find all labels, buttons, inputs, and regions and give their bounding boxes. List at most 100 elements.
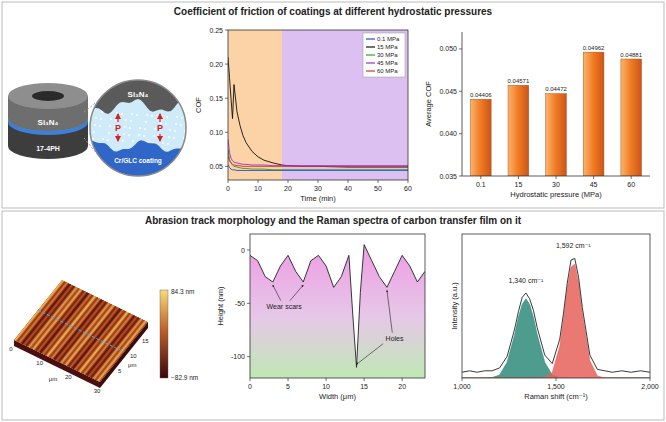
section-title: Coefficient of friction of coatings at d… <box>174 6 493 17</box>
x-tick <box>288 378 289 381</box>
peak-label: 1,592 cm⁻¹ <box>556 242 591 249</box>
lubricant-dot <box>136 114 138 116</box>
lubricant-dot <box>175 123 177 125</box>
ring-label: Si₃N₄ <box>38 118 59 127</box>
surface-base <box>14 280 148 382</box>
y-tick-label: -50 <box>235 300 245 307</box>
section-box <box>2 211 664 420</box>
y-tick-label: 0.045 <box>439 88 457 95</box>
legend-swatch <box>366 62 375 63</box>
lubricant-dot <box>125 119 127 121</box>
zoom-view <box>90 80 186 176</box>
y-tick-label: 0.05 <box>209 163 223 170</box>
x-tick <box>288 180 289 183</box>
lubricant-dot <box>123 133 125 135</box>
legend-label: 0.1 MPa <box>377 36 400 42</box>
x-tick-label: 20 <box>398 383 406 390</box>
lubricant-dot <box>151 115 153 117</box>
lubricant-dot <box>93 131 95 133</box>
legend-label: 30 MPa <box>377 52 398 58</box>
x-tick <box>402 378 403 381</box>
wear-track <box>98 321 146 381</box>
lubricant-dot <box>131 113 133 115</box>
pressure-label: P <box>115 123 121 133</box>
x-tick-label: 2,000 <box>641 383 659 390</box>
profile-line <box>38 310 124 352</box>
section-box <box>2 2 664 208</box>
x-tick <box>556 176 557 179</box>
series-line <box>228 156 408 166</box>
annotations: 1,340 cm⁻¹ 1,592 cm⁻¹ <box>509 242 592 284</box>
x-tick-label: 45 <box>590 181 598 188</box>
lubricant-dot <box>108 132 110 134</box>
wear-track <box>99 322 147 382</box>
plot-area <box>462 258 650 378</box>
x-tick <box>228 180 229 183</box>
x-tick <box>593 176 594 179</box>
data-label: 0.04881 <box>620 52 642 58</box>
series-line <box>228 139 408 166</box>
afm-unit: μm <box>128 362 136 368</box>
lubricant-dot <box>167 143 169 145</box>
surface-texture <box>14 280 148 382</box>
lubricant-dot <box>107 139 109 141</box>
x-tick <box>326 378 327 381</box>
y-axis-title: Intensity (a.u.) <box>450 282 459 330</box>
y-tick-label: 0 <box>241 247 245 254</box>
lubricant-dot <box>115 119 117 121</box>
pressure-arrow <box>117 114 118 122</box>
annotation-arrow <box>357 344 384 365</box>
afm-tick-label: 10 <box>36 360 43 366</box>
wear-track <box>94 319 142 379</box>
plot-frame <box>228 30 408 180</box>
color-bar-label: 84.3 nm <box>171 288 195 295</box>
bar <box>583 52 604 176</box>
x-tick <box>480 176 481 179</box>
x-tick-label: 0.1 <box>476 181 486 188</box>
lubricant-dot <box>122 140 124 142</box>
y-tick <box>459 176 462 177</box>
y-tick-label: 0.035 <box>439 173 457 180</box>
afm-tick-label: 15 <box>142 338 149 344</box>
pressure-arrow <box>117 134 118 141</box>
zoom-label: Cr/GLC coating <box>114 157 162 165</box>
lubricant-dot <box>121 113 123 115</box>
lubricant-dot <box>95 117 97 119</box>
lubricant-dot <box>162 142 164 144</box>
lubricant-dot <box>129 127 131 129</box>
peak-label: 1,340 cm⁻¹ <box>509 277 544 284</box>
wear-track <box>93 319 141 379</box>
x-tick-label: 0 <box>226 185 230 192</box>
afm-unit: μm <box>49 376 57 382</box>
legend: 0.1 MPa15 MPa30 MPa45 MPa60 MPa <box>363 33 405 77</box>
y-tick-label: 0.050 <box>439 45 457 52</box>
color-bar-label: −82.9 nm <box>171 374 198 381</box>
fit-peak <box>462 264 650 378</box>
bar <box>508 85 529 176</box>
lubricant-dot <box>166 116 168 118</box>
pressure-arrow <box>159 114 160 122</box>
x-axis-title: Width (μm) <box>319 392 356 401</box>
bar <box>621 59 642 176</box>
y-tick <box>225 98 228 99</box>
lubricant-dot <box>173 137 175 139</box>
data-label: 0.04962 <box>583 45 605 51</box>
plot-frame <box>462 234 650 378</box>
x-tick <box>348 180 349 183</box>
afm-tick-label: 30 <box>94 388 101 394</box>
canvas: Coefficient of friction of coatings at d… <box>0 0 666 422</box>
lubricant-dot <box>176 116 178 118</box>
x-axis-title: Raman shift (cm⁻¹) <box>524 392 588 401</box>
y-tick <box>459 48 462 49</box>
data-label: 0.04406 <box>470 92 492 98</box>
profile-line <box>250 245 425 368</box>
y-axis-title: Height (nm) <box>216 286 225 326</box>
afm-surface: 0102030μm51015μm84.3 nm−82.9 nm <box>9 280 198 394</box>
pressure-label: P <box>157 123 163 133</box>
x-tick-label: 60 <box>627 181 635 188</box>
ring-face <box>8 83 88 109</box>
schematic: Si₃N₄17-4PHPPSi₃N₄Cr/GLC coating <box>8 80 186 176</box>
legend-label: 45 MPa <box>377 60 398 66</box>
x-tick-label: 0 <box>248 383 252 390</box>
y-tick <box>247 303 250 304</box>
